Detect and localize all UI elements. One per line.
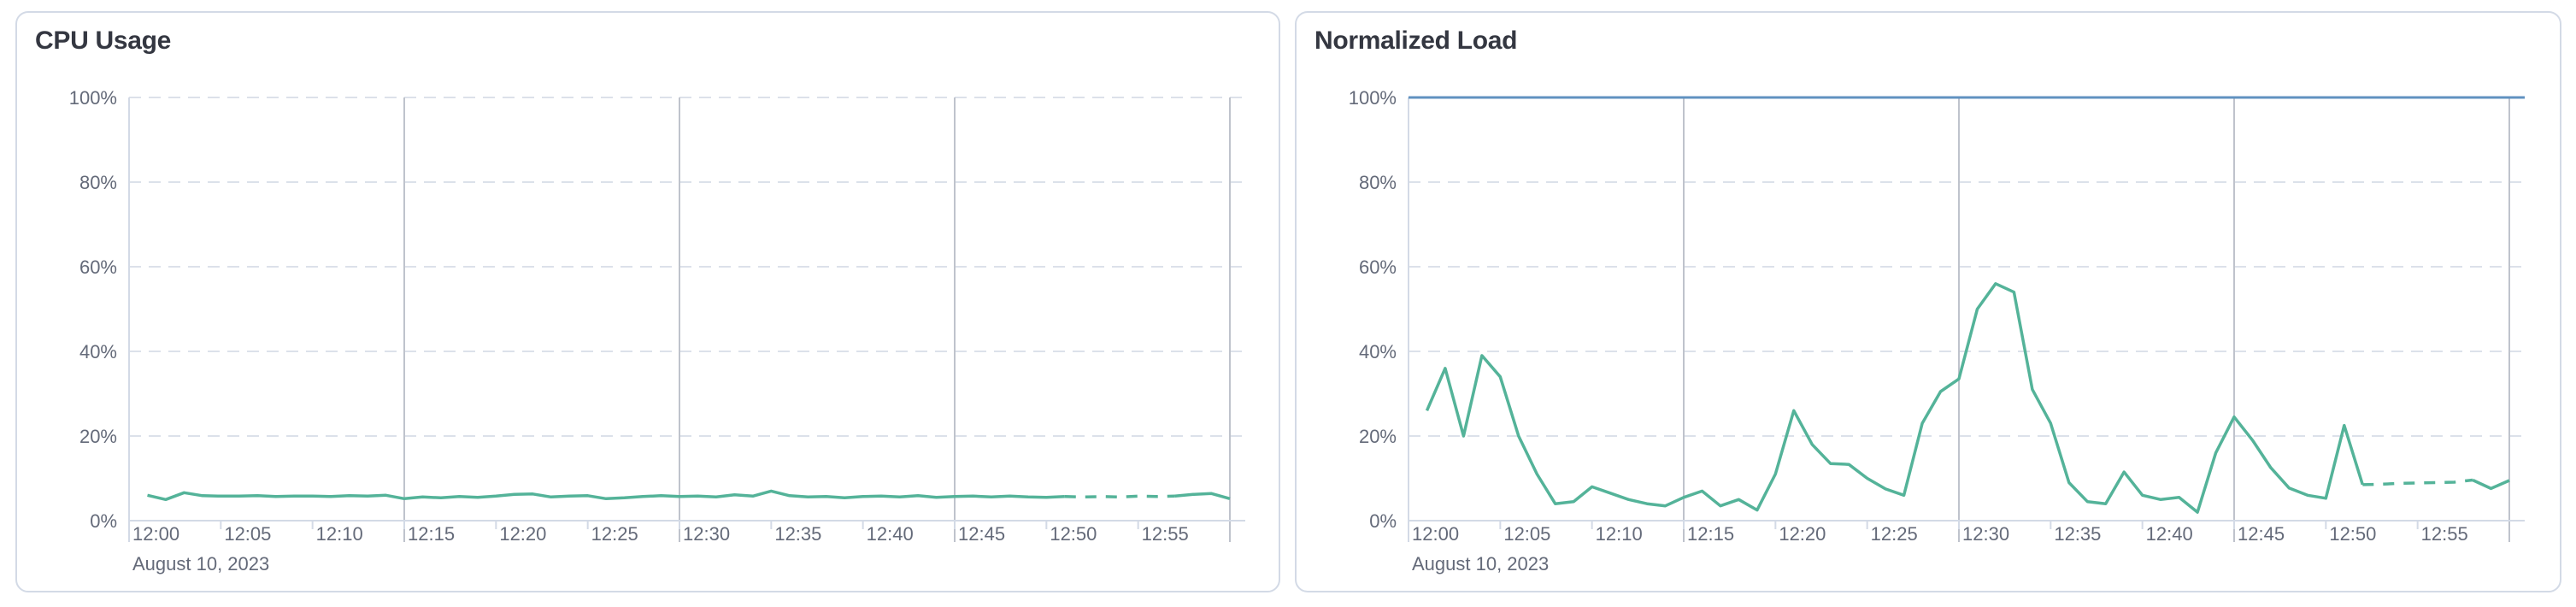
x-tick-label-12:55: 12:55 xyxy=(2421,523,2468,545)
y-tick-label-100pct: 100% xyxy=(1349,87,1397,109)
chart-panel-cpu-usage: CPU Usage 12:00 12:05 12:10 12:15 12:20 12:25… xyxy=(15,11,1280,592)
x-tick-label-12:15: 12:15 xyxy=(408,523,455,545)
series-line-dashed-tail xyxy=(1064,494,1175,499)
x-tick-label-12:20: 12:20 xyxy=(1779,523,1826,545)
series-line-solid-end xyxy=(2472,478,2510,491)
chart-panel-normalized-load: Normalized Load 12:00 12:05 12:10 12:15 12:2… xyxy=(1295,11,2561,592)
x-tick-label-12:45: 12:45 xyxy=(958,523,1005,545)
x-axis-date-label: August 10, 2023 xyxy=(1412,553,1549,575)
x-tick-label-12:00: 12:00 xyxy=(1412,523,1459,545)
y-tick-label-0pct: 0% xyxy=(90,510,117,532)
x-tick-label-12:05: 12:05 xyxy=(1503,523,1550,545)
x-tick-label-12:10: 12:10 xyxy=(1596,523,1643,545)
x-axis-date-label: August 10, 2023 xyxy=(132,553,269,575)
x-tick-label-12:25: 12:25 xyxy=(591,523,638,545)
y-tick-label-60pct: 60% xyxy=(1359,256,1397,278)
y-tick-label-100pct: 100% xyxy=(69,87,117,109)
x-tick-label-12:15: 12:15 xyxy=(1687,523,1734,545)
x-tick-label-12:40: 12:40 xyxy=(867,523,914,545)
series-line-solid-end xyxy=(1174,492,1231,500)
chart-title-cpu-usage: CPU Usage xyxy=(35,27,172,55)
y-tick-label-20pct: 20% xyxy=(1359,426,1397,447)
x-tick-label-12:40: 12:40 xyxy=(2146,523,2193,545)
y-tick-label-40pct: 40% xyxy=(79,341,117,362)
series-line-dashed-tail xyxy=(2362,478,2473,486)
x-tick-label-12:00: 12:00 xyxy=(132,523,179,545)
y-tick-label-0pct: 0% xyxy=(1369,510,1397,532)
series-line-solid xyxy=(1425,282,2364,514)
x-tick-label-12:50: 12:50 xyxy=(2329,523,2376,545)
x-tick-label-12:55: 12:55 xyxy=(1142,523,1189,545)
x-tick-label-12:20: 12:20 xyxy=(499,523,546,545)
chart-title-normalized-load: Normalized Load xyxy=(1314,27,1518,55)
cpu-usage-chart[interactable]: 12:00 12:05 12:10 12:15 12:20 12:25 12:30 12:35… xyxy=(17,13,1279,591)
x-tick-label-12:30: 12:30 xyxy=(1962,523,2009,545)
x-tick-label-12:35: 12:35 xyxy=(774,523,821,545)
x-tick-label-12:10: 12:10 xyxy=(316,523,363,545)
y-tick-label-80pct: 80% xyxy=(79,172,117,193)
normalized-load-chart[interactable]: 12:00 12:05 12:10 12:15 12:20 12:25 12:30 12:35… xyxy=(1297,13,2560,591)
x-tick-label-12:45: 12:45 xyxy=(2238,523,2285,545)
x-tick-label-12:50: 12:50 xyxy=(1050,523,1097,545)
y-tick-label-80pct: 80% xyxy=(1359,172,1397,193)
x-tick-label-12:30: 12:30 xyxy=(683,523,730,545)
y-tick-label-40pct: 40% xyxy=(1359,341,1397,362)
x-tick-label-12:05: 12:05 xyxy=(224,523,271,545)
x-tick-label-12:25: 12:25 xyxy=(1871,523,1918,545)
y-tick-label-20pct: 20% xyxy=(79,426,117,447)
x-tick-label-12:35: 12:35 xyxy=(2054,523,2101,545)
series-line-solid xyxy=(147,489,1065,502)
y-tick-label-60pct: 60% xyxy=(79,256,117,278)
